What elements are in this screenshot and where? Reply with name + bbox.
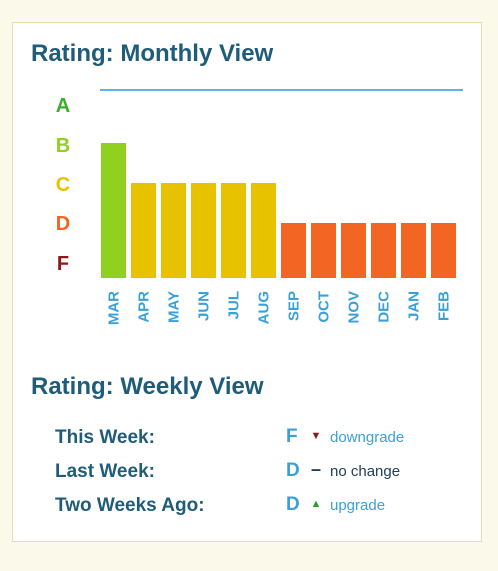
month-tick-label: DEC	[376, 291, 393, 323]
bar-jan	[401, 223, 426, 278]
weekly-row-change-text: downgrade	[330, 429, 405, 446]
bar-jun	[191, 183, 216, 278]
grade-tick-label: B	[56, 135, 70, 157]
bar-dec	[371, 223, 396, 278]
weekly-row-change-text: no change	[330, 463, 401, 480]
up-triangle-icon: ▲	[310, 498, 322, 510]
down-triangle-icon: ▼	[310, 430, 322, 442]
month-tick-label: AUG	[256, 291, 273, 324]
weekly-row-change-text: upgrade	[330, 497, 386, 514]
weekly-view-title: Rating: Weekly View	[31, 373, 264, 400]
bar-jul	[221, 183, 246, 278]
month-labels-group: MAR APR MAY JUN JUL AUG SEP OCT NOV DEC JAN FEB	[106, 291, 453, 325]
weekly-row-label: Last Week:	[55, 461, 155, 482]
dash-icon: –	[310, 459, 321, 479]
bar-nov	[341, 223, 366, 278]
bar-aug	[251, 183, 276, 278]
weekly-row-last-week: Last Week: D – no change	[55, 457, 455, 491]
monthly-view-title: Rating: Monthly View	[31, 40, 274, 67]
month-tick-label: JUN	[196, 291, 213, 321]
bar-feb	[431, 223, 456, 278]
month-tick-label: APR	[136, 291, 153, 323]
month-tick-label: MAY	[166, 291, 183, 323]
weekly-row-two-weeks-ago: Two Weeks Ago: D ▲ upgrade	[55, 491, 455, 525]
weekly-row-this-week: This Week: F ▼ downgrade	[55, 423, 455, 457]
bar-may	[161, 183, 186, 278]
month-tick-label: JUL	[226, 291, 243, 319]
bar-apr	[131, 183, 156, 278]
grade-tick-label: C	[56, 174, 70, 196]
month-tick-label: JAN	[406, 291, 423, 321]
bars-group	[101, 143, 456, 278]
weekly-row-grade: D	[286, 494, 300, 515]
month-tick-label: MAR	[106, 291, 123, 325]
weekly-row-label: Two Weeks Ago:	[55, 495, 205, 516]
grade-tick-label: F	[57, 253, 69, 275]
weekly-row-label: This Week:	[55, 427, 155, 448]
bar-oct	[311, 223, 336, 278]
grade-tick-label: A	[56, 95, 70, 117]
bar-sep	[281, 223, 306, 278]
weekly-row-grade: D	[286, 460, 300, 481]
month-tick-label: SEP	[286, 291, 303, 321]
month-tick-label: FEB	[436, 291, 453, 321]
bar-mar	[101, 143, 126, 278]
grade-tick-label: D	[56, 213, 70, 235]
weekly-row-grade: F	[286, 426, 298, 447]
month-tick-label: OCT	[316, 291, 333, 323]
month-tick-label: NOV	[346, 291, 363, 324]
weekly-rating-table: This Week: F ▼ downgrade Last Week: D – …	[55, 423, 455, 525]
